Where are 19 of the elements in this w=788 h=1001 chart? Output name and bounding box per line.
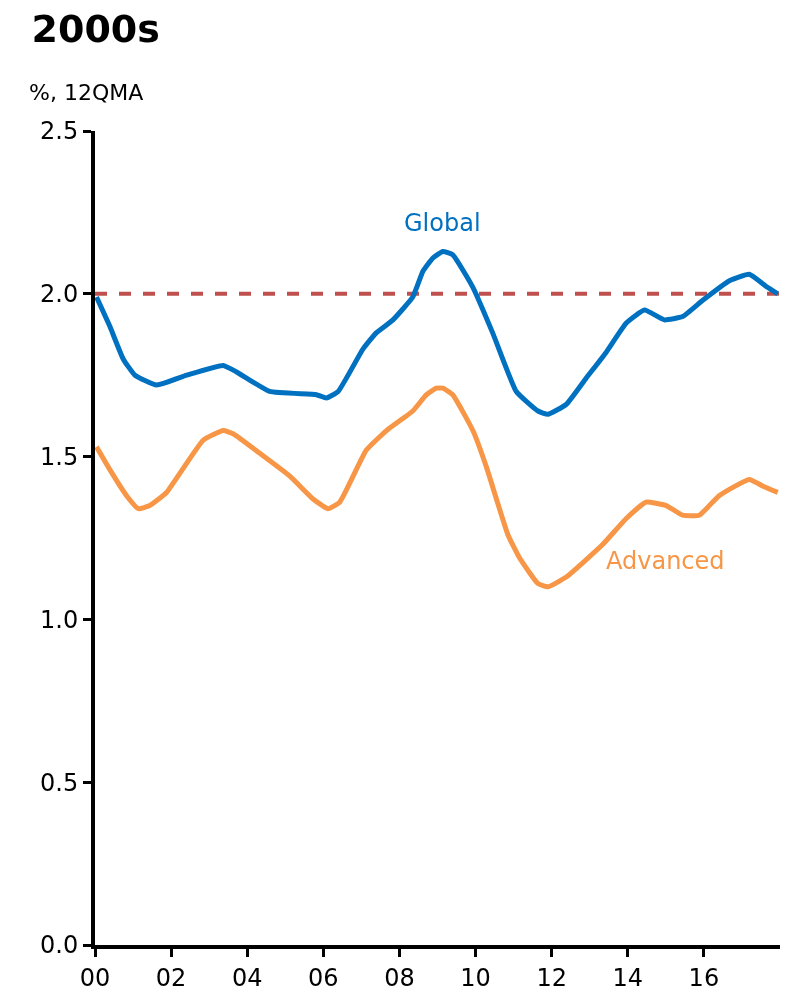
y-tick-label: 0.0 — [40, 931, 79, 960]
y-tick-label: 0.5 — [40, 768, 79, 797]
x-tick-label: 14 — [612, 963, 644, 992]
y-tick-label: 2.0 — [40, 280, 79, 309]
x-tick-label: 04 — [231, 963, 263, 992]
y-tick-label: 1.5 — [40, 443, 79, 471]
y-tick-label: 1.0 — [40, 605, 79, 634]
x-tick-label: 06 — [308, 963, 339, 992]
x-tick-label: 12 — [536, 963, 567, 992]
x-tick-label: 00 — [79, 963, 111, 992]
x-tick-label: 08 — [384, 963, 415, 992]
series-label: Advanced — [606, 547, 725, 575]
chart-title: 2000s — [31, 6, 160, 51]
x-tick-label: 16 — [688, 963, 720, 992]
y-tick-label: 2.5 — [40, 117, 79, 146]
x-tick-label: 02 — [155, 963, 187, 992]
y-axis-title: %, 12QMA — [29, 80, 144, 105]
series-label: Global — [404, 209, 481, 237]
x-tick-label: 10 — [460, 963, 491, 992]
